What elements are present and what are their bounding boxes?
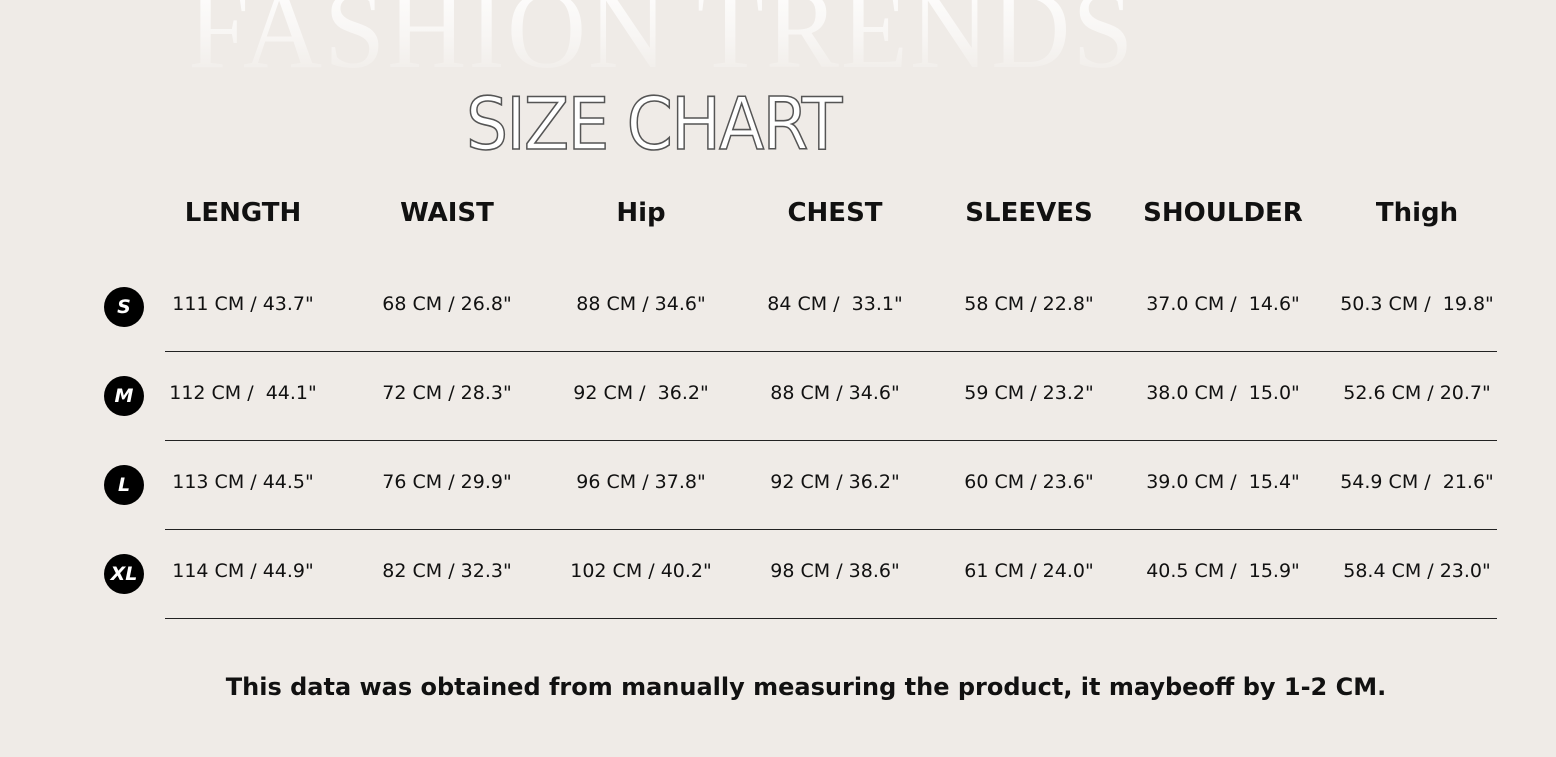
column-header: WAIST [400,198,494,228]
table-cell: 113 CM / 44.5" [172,471,314,493]
table-cell: 40.5 CM / 15.9" [1146,560,1300,582]
size-badge: M [104,376,144,416]
table-cell: 72 CM / 28.3" [382,382,512,404]
column-header: CHEST [787,198,883,228]
table-cell: 88 CM / 34.6" [770,382,900,404]
row-divider [165,351,1497,352]
column-header: LENGTH [184,198,302,228]
table-cell: 98 CM / 38.6" [770,560,900,582]
table-cell: 76 CM / 29.9" [382,471,512,493]
column-header: SLEEVES [965,198,1093,228]
table-cell: 96 CM / 37.8" [576,471,706,493]
table-cell: 84 CM / 33.1" [767,293,903,315]
row-divider [165,529,1497,530]
table-cell: 111 CM / 43.7" [172,293,314,315]
background-title: FASHION TRENDS [188,0,1135,86]
table-cell: 88 CM / 34.6" [576,293,706,315]
page-title: SIZE CHART [465,82,843,166]
table-cell: 112 CM / 44.1" [169,382,317,404]
table-cell: 68 CM / 26.8" [382,293,512,315]
table-cell: 37.0 CM / 14.6" [1146,293,1300,315]
table-cell: 38.0 CM / 15.0" [1146,382,1300,404]
table-cell: 58.4 CM / 23.0" [1343,560,1491,582]
table-cell: 82 CM / 32.3" [382,560,512,582]
column-header: SHOULDER [1143,198,1303,228]
table-cell: 54.9 CM / 21.6" [1340,471,1494,493]
table-cell: 60 CM / 23.6" [964,471,1094,493]
table-cell: 50.3 CM / 19.8" [1340,293,1494,315]
size-badge: S [104,287,144,327]
table-cell: 92 CM / 36.2" [770,471,900,493]
table-cell: 58 CM / 22.8" [964,293,1094,315]
table-cell: 92 CM / 36.2" [573,382,709,404]
table-cell: 61 CM / 24.0" [964,560,1094,582]
measurement-note: This data was obtained from manually mea… [225,673,1387,701]
table-cell: 59 CM / 23.2" [964,382,1094,404]
column-header: Hip [616,198,666,228]
row-divider [165,440,1497,441]
table-cell: 114 CM / 44.9" [172,560,314,582]
table-cell: 52.6 CM / 20.7" [1343,382,1491,404]
size-badge: L [104,465,144,505]
size-badge: XL [104,554,144,594]
column-header: Thigh [1375,198,1459,228]
row-divider [165,618,1497,619]
table-cell: 39.0 CM / 15.4" [1146,471,1300,493]
table-cell: 102 CM / 40.2" [570,560,712,582]
